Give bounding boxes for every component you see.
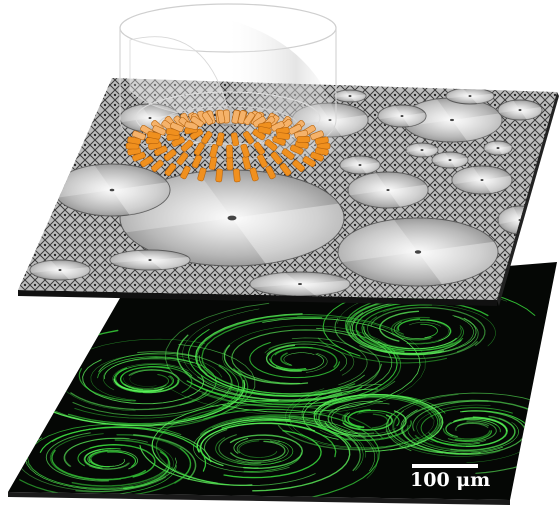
- rotor-bar: [264, 139, 278, 152]
- scale-bar-label: 100 μm: [410, 469, 490, 491]
- rotor-bar: [296, 136, 311, 143]
- metal-disk: [53, 163, 171, 217]
- metal-disk: [339, 155, 381, 175]
- rotor-bar: [257, 154, 268, 168]
- metal-disk: [445, 87, 495, 105]
- rotor-bar: [279, 163, 292, 177]
- rotor-bar: [140, 156, 154, 168]
- metal-disk: [249, 271, 351, 297]
- rotor-bar: [310, 151, 324, 162]
- rotor-bar: [193, 142, 205, 156]
- rotor-bar: [127, 136, 142, 145]
- rotor-bar: [180, 139, 194, 152]
- metal-disk: [29, 259, 91, 281]
- rotor-bar: [257, 126, 272, 135]
- rotor-bar: [151, 159, 164, 172]
- rotor-bar: [197, 167, 207, 182]
- rotor-bar: [231, 109, 240, 124]
- rotor-bar: [270, 151, 283, 165]
- rotor-bar: [170, 122, 184, 133]
- orange-rotor-bars: [125, 109, 331, 183]
- rotor-bar: [164, 163, 177, 177]
- metal-disk: [451, 165, 513, 195]
- rotor-bar: [180, 165, 191, 180]
- rotor-bar: [226, 144, 234, 159]
- rotor-bar: [302, 156, 316, 168]
- rotor-bar: [289, 144, 304, 155]
- rotor-bar: [147, 131, 161, 140]
- rotor-bar: [154, 145, 168, 156]
- metal-disk: [347, 171, 429, 209]
- rotor-bar: [191, 154, 202, 169]
- rotor-bar: [132, 130, 146, 141]
- rotor-bar: [209, 144, 219, 158]
- rotor-bar: [281, 148, 295, 161]
- rotor-bar: [226, 156, 234, 171]
- rotor-bar: [249, 167, 259, 182]
- rotor-illustration: [119, 3, 340, 183]
- scale-bar: 100 μm: [410, 464, 490, 491]
- metal-disk: [119, 169, 345, 267]
- rotor-bar: [314, 147, 329, 156]
- rotor-bar: [163, 149, 177, 162]
- rotor-bar: [201, 111, 214, 125]
- rotor-bar: [276, 132, 291, 140]
- rotating-disks: [29, 87, 543, 297]
- rotor-bar: [230, 132, 240, 147]
- rotor-bar: [292, 159, 305, 172]
- rotor-bar: [216, 132, 225, 147]
- rotor-bar: [242, 131, 255, 145]
- rotor-bar: [243, 111, 255, 126]
- rotor-bar: [253, 141, 265, 156]
- rotor-bar: [215, 168, 223, 183]
- rotor-bar: [176, 152, 189, 166]
- metal-disk: [497, 99, 543, 121]
- rotor-bar: [216, 109, 226, 124]
- metal-disk: [401, 97, 503, 143]
- metal-disk: [109, 249, 191, 271]
- rotor-bar: [233, 168, 241, 183]
- metal-disk: [377, 104, 427, 128]
- metal-disk: [333, 89, 367, 103]
- metal-disk: [337, 217, 499, 287]
- rotor-bar: [314, 136, 329, 145]
- rotor-bar: [265, 165, 276, 180]
- metal-disk: [431, 151, 469, 169]
- rotor-bar: [201, 130, 213, 145]
- metal-disk: [483, 140, 513, 156]
- rotor-bar: [190, 115, 204, 128]
- rotor-bar: [152, 125, 167, 136]
- metal-disk: [405, 142, 439, 158]
- rotor-bar: [240, 143, 250, 158]
